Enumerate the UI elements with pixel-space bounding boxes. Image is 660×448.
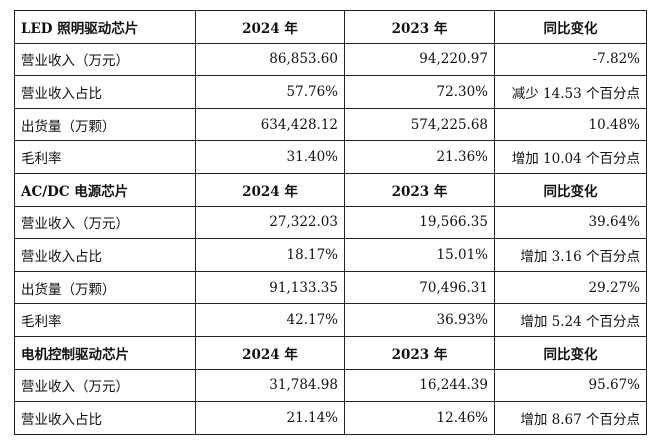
table-cell: 16,244.39 — [344, 368, 495, 403]
table-cell: 70,496.31 — [344, 270, 495, 305]
table-cell: 86,853.60 — [195, 42, 345, 77]
table-row: 营业收入占比 57.76% 72.30% 减少 14.53 个百分点 — [14, 75, 647, 109]
table-row: 出货量（万颗） 634,428.12 574,225.68 10.48% — [14, 107, 647, 142]
table-cell: 95.67% — [494, 368, 647, 403]
table-cell: 增加 5.24 个百分点 — [494, 303, 647, 337]
chip-segment-table: LED 照明驱动芯片 2024 年 2023 年同比变化 营业收入（万元） 86,853… — [14, 10, 647, 435]
column-header: 2024 年 — [195, 172, 345, 207]
section-title: LED 照明驱动芯片 — [14, 10, 196, 44]
table-cell: 29.27% — [494, 270, 647, 305]
table-cell: 减少 14.53 个百分点 — [494, 75, 647, 109]
row-label: 营业收入（万元） — [14, 368, 196, 403]
table-row: 营业收入（万元） 86,853.60 94,220.97 -7.82% — [14, 42, 647, 77]
table-row: 营业收入占比 21.14% 12.46% 增加 8.67 个百分点 — [14, 401, 647, 435]
column-header: 同比变化 — [494, 10, 647, 44]
table-row: 出货量（万颗） 91,133.35 70,496.31 29.27% — [14, 270, 647, 305]
table-cell: 91,133.35 — [195, 270, 345, 305]
row-label: 毛利率 — [14, 303, 196, 337]
row-label: 毛利率 — [14, 140, 196, 174]
row-label: 营业收入占比 — [14, 75, 196, 109]
row-label: 营业收入（万元） — [14, 205, 196, 240]
column-header: 2024 年 — [195, 10, 345, 44]
section-header-row: LED 照明驱动芯片 2024 年 2023 年同比变化 — [14, 10, 647, 44]
table-row: 营业收入（万元） 27,322.03 19,566.35 39.64% — [14, 205, 647, 240]
table-cell: 57.76% — [195, 75, 345, 109]
table-body: LED 照明驱动芯片 2024 年 2023 年同比变化 营业收入（万元） 86,853… — [14, 10, 647, 435]
section-header-row: 电机控制驱动芯片 2024 年 2023 年同比变化 — [14, 335, 647, 370]
table-cell: 39.64% — [494, 205, 647, 240]
table-cell: 21.14% — [195, 401, 345, 435]
table-cell: 42.17% — [195, 303, 345, 337]
table-cell: 72.30% — [344, 75, 495, 109]
column-header: 同比变化 — [494, 172, 647, 207]
section-header-row: AC/DC 电源芯片 2024 年 2023 年同比变化 — [14, 172, 647, 207]
table-cell: 12.46% — [344, 401, 495, 435]
column-header: 2024 年 — [195, 335, 345, 370]
table-row: 毛利率 42.17% 36.93% 增加 5.24 个百分点 — [14, 303, 647, 337]
table-row: 营业收入（万元） 31,784.98 16,244.39 95.67% — [14, 368, 647, 403]
table-cell: 15.01% — [344, 238, 495, 272]
table-cell: 31,784.98 — [195, 368, 345, 403]
table-row: 毛利率 31.40% 21.36% 增加 10.04 个百分点 — [14, 140, 647, 174]
column-header: 2023 年 — [344, 172, 495, 207]
table-cell: 27,322.03 — [195, 205, 345, 240]
table-cell: 增加 3.16 个百分点 — [494, 238, 647, 272]
table-cell: 634,428.12 — [195, 107, 345, 142]
table-cell: 10.48% — [494, 107, 647, 142]
column-header: 2023 年 — [344, 335, 495, 370]
table-cell: 19,566.35 — [344, 205, 495, 240]
table-cell: 21.36% — [344, 140, 495, 174]
column-header: 同比变化 — [494, 335, 647, 370]
table-cell: -7.82% — [494, 42, 647, 77]
table-row: 营业收入占比 18.17% 15.01% 增加 3.16 个百分点 — [14, 238, 647, 272]
table-cell: 增加 8.67 个百分点 — [494, 401, 647, 435]
data-table-container: LED 照明驱动芯片 2024 年 2023 年同比变化 营业收入（万元） 86,853… — [14, 10, 647, 435]
table-cell: 31.40% — [195, 140, 345, 174]
table-cell: 18.17% — [195, 238, 345, 272]
table-cell: 94,220.97 — [344, 42, 495, 77]
column-header: 2023 年 — [344, 10, 495, 44]
row-label: 营业收入占比 — [14, 238, 196, 272]
row-label: 出货量（万颗） — [14, 107, 196, 142]
section-title: AC/DC 电源芯片 — [14, 172, 196, 207]
table-cell: 36.93% — [344, 303, 495, 337]
section-title: 电机控制驱动芯片 — [14, 335, 196, 370]
table-cell: 574,225.68 — [344, 107, 495, 142]
row-label: 营业收入占比 — [14, 401, 196, 435]
row-label: 营业收入（万元） — [14, 42, 196, 77]
table-cell: 增加 10.04 个百分点 — [494, 140, 647, 174]
row-label: 出货量（万颗） — [14, 270, 196, 305]
